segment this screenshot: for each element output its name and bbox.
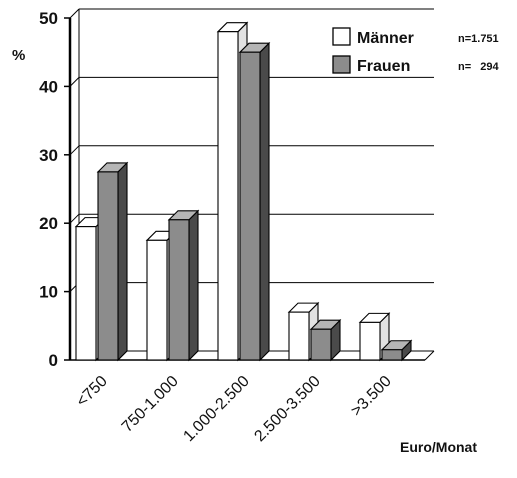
y-tick-label: 30	[39, 146, 58, 165]
y-tick-label: 40	[39, 77, 58, 96]
x-tick-label: >3.500	[348, 373, 395, 420]
legend-swatch-maenner	[332, 27, 351, 46]
x-axis-label: Euro/Monat	[400, 439, 477, 455]
bar-side	[259, 41, 270, 362]
bar-front	[359, 321, 381, 361]
bar-front	[168, 219, 190, 361]
legend-label-maenner: Männer	[357, 30, 414, 47]
n-label-maenner: n=1.751	[458, 33, 499, 45]
y-axis-ticks: 0 10 20 30 40 50	[39, 9, 70, 370]
y-axis-label: %	[12, 47, 25, 64]
legend: Männer Frauen n=1.751 n= 294	[332, 27, 500, 75]
floor-right-edge	[424, 350, 435, 361]
bar-front	[75, 226, 97, 361]
y-tick-label: 20	[39, 214, 58, 233]
legend-swatch-frauen	[332, 55, 351, 74]
bar-frauen-4	[380, 339, 413, 362]
bar-front	[217, 31, 239, 361]
x-tick-label: 2.500-3.500	[251, 373, 323, 445]
bar-frauen-1	[167, 209, 200, 362]
bars	[74, 21, 413, 362]
y-tick-label: 50	[39, 9, 58, 28]
gridline-diagonal	[69, 8, 80, 19]
gridline-diagonal	[69, 145, 80, 156]
bar-side	[117, 161, 128, 362]
bar-side	[188, 209, 199, 362]
gridline-diagonal	[69, 213, 80, 224]
n-label-frauen: n= 294	[458, 61, 500, 73]
bar-männer-4	[358, 312, 391, 362]
bar-front	[381, 349, 403, 361]
x-tick-label: 1.000-2.500	[180, 373, 252, 445]
gridline-diagonal	[69, 77, 80, 87]
bar-frauen-3	[309, 318, 342, 362]
bar-frauen-0	[96, 161, 129, 362]
x-tick-label: 750-1.000	[119, 373, 182, 436]
bar-front	[288, 311, 310, 361]
y-tick-label: 10	[39, 283, 58, 302]
x-tick-label: <750	[73, 373, 111, 411]
y-tick-label: 0	[49, 351, 58, 370]
bar-front	[239, 51, 261, 361]
legend-label-frauen: Frauen	[357, 58, 410, 75]
bar-front	[310, 328, 332, 361]
bar-frauen-2	[238, 41, 271, 362]
bar-front	[146, 239, 168, 361]
bar-front	[97, 171, 119, 361]
